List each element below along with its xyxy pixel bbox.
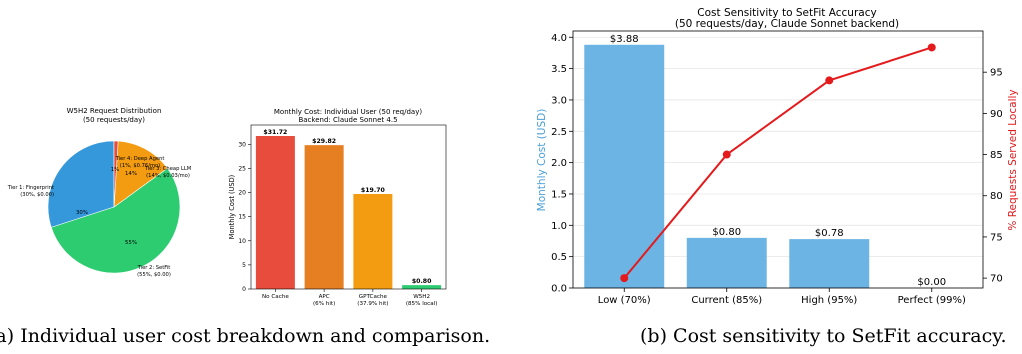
pie-pct-tier1: 30% <box>76 210 88 216</box>
cost-bar-chart: Monthly Cost: Individual User (50 req/da… <box>228 108 447 307</box>
bar-value-label: $19.70 <box>361 187 386 194</box>
combo-bar-1 <box>584 44 665 288</box>
pie-label-tier1: Tier 1: Fingerprint <box>7 185 54 191</box>
pie-pct-tier2: 55% <box>125 240 137 246</box>
combo-x-label: Perfect (99%) <box>898 295 966 306</box>
combo-line-point <box>620 274 629 283</box>
bar-value-label: $31.72 <box>263 129 287 136</box>
combo-right-tick-label: 95 <box>990 68 1003 79</box>
combo-left-tick-label: 2.0 <box>551 158 567 169</box>
combo-x-label: High (95%) <box>801 295 857 306</box>
pie-chart: W5H2 Request Distribution (50 requests/d… <box>7 107 192 278</box>
combo-left-tick-label: 3.5 <box>551 64 567 75</box>
pie-label-tier3: Tier 3: Cheap LLM <box>144 166 192 172</box>
bar-y-axis-label: Monthly Cost (USD) <box>228 175 236 240</box>
combo-left-y-ticks: 0.0 0.5 1.0 1.5 2.0 2.5 3.0 3.5 4.0 <box>551 33 573 295</box>
pie-pct-tier4: 1% <box>111 167 120 173</box>
combo-bar-value-label: $3.88 <box>610 34 639 45</box>
combo-bar-value-label: $0.78 <box>815 228 844 239</box>
pie-label-tier3-detail: (14%, $0.03/mo) <box>146 173 190 179</box>
pie-slice-2 <box>50 167 181 274</box>
bar-x-sublabel: (6% hit) <box>313 301 335 307</box>
pie-slice-1 <box>47 140 115 228</box>
pie-title: W5H2 Request Distribution <box>67 107 162 115</box>
bar-2 <box>304 145 344 289</box>
pie-label-tier1-detail: (30%, $0.00) <box>20 192 54 198</box>
combo-left-tick-label: 1.0 <box>551 221 567 232</box>
combo-right-tick-label: 80 <box>990 191 1003 202</box>
bar-title: Monthly Cost: Individual User (50 req/da… <box>274 108 422 116</box>
combo-right-tick-label: 70 <box>990 274 1003 285</box>
bar-y-tick-label: 30 <box>238 141 246 148</box>
caption-a: (a) Individual user cost breakdown and c… <box>0 325 491 347</box>
bar-x-label: W5H2 <box>413 294 430 300</box>
bar-x-label: No Cache <box>262 294 289 300</box>
bar-y-tick-label: 15 <box>238 214 246 221</box>
combo-bar-value-label: $0.80 <box>712 227 741 238</box>
bar-y-tick-label: 5 <box>242 262 246 269</box>
combo-bar-3 <box>789 239 870 288</box>
bar-y-ticks: 0 5 10 15 20 25 30 <box>238 141 251 293</box>
combo-line-point <box>825 76 834 85</box>
bar-x-sublabel: (37.9% hit) <box>357 301 388 307</box>
combo-left-tick-label: 2.5 <box>551 127 567 138</box>
combo-bar-value-label: $0.00 <box>917 277 946 288</box>
bar-y-tick-label: 10 <box>238 238 246 245</box>
bar-y-tick-label: 20 <box>238 190 246 197</box>
pie-label-tier4-detail: (1%, $0.76/mo) <box>120 163 160 169</box>
combo-line-path <box>623 46 933 279</box>
caption-b: (b) Cost sensitivity to SetFit accuracy. <box>640 325 1007 347</box>
bar-plot-frame <box>250 124 447 290</box>
pie-pct-tier3: 14% <box>125 171 137 177</box>
combo-right-tick-label: 90 <box>990 109 1003 120</box>
bar-3 <box>353 193 393 289</box>
bar-4 <box>402 285 442 289</box>
combo-line-point <box>722 150 731 159</box>
combo-right-tick-label: 75 <box>990 232 1003 243</box>
combo-bars: $3.88 Low (70%) $0.80 Current (85%) $0.78 Hig… <box>584 34 966 306</box>
bar-1 <box>255 135 295 289</box>
combo-left-tick-label: 3.0 <box>551 95 567 106</box>
combo-right-tick-label: 85 <box>990 150 1003 161</box>
combo-title: Cost Sensitivity to SetFit Accuracy <box>697 7 876 19</box>
combo-line-point <box>927 43 936 52</box>
pie-slice-3 <box>113 140 168 208</box>
bar-x-sublabel: (85% local) <box>406 301 438 307</box>
combo-bar-2 <box>686 237 767 288</box>
pie-slice-4 <box>113 140 119 208</box>
bar-x-label: APC <box>319 294 330 300</box>
combo-left-tick-label: 0.0 <box>551 284 567 295</box>
sensitivity-chart: Cost Sensitivity to SetFit Accuracy (50 … <box>536 7 1019 306</box>
combo-subtitle: (50 requests/day, Claude Sonnet backend) <box>675 18 899 30</box>
combo-left-tick-label: 1.5 <box>551 189 567 200</box>
pie-label-tier2-detail: (55%, $0.00) <box>137 272 171 278</box>
bar-x-label: GPTCache <box>359 294 388 300</box>
combo-plot-frame <box>572 30 984 289</box>
pie-label-tier2: Tier 2: SetFit <box>137 265 171 271</box>
bar-y-tick-label: 0 <box>242 286 246 293</box>
combo-left-tick-label: 0.5 <box>551 252 567 263</box>
pie-slices <box>47 140 181 274</box>
bar-subtitle: Backend: Claude Sonnet 4.5 <box>298 116 397 124</box>
combo-x-label: Current (85%) <box>691 295 762 306</box>
combo-right-y-label: % Requests Served Locally <box>1007 89 1019 230</box>
combo-left-tick-label: 4.0 <box>551 33 567 44</box>
bar-y-tick-label: 25 <box>238 165 246 172</box>
combo-right-y-ticks: 70 75 80 85 90 95 <box>983 68 1003 285</box>
bar-value-label: $0.80 <box>412 278 432 285</box>
combo-left-y-label: Monthly Cost (USD) <box>536 109 548 212</box>
bar-value-label: $29.82 <box>312 138 336 145</box>
combo-line <box>620 43 936 283</box>
combo-x-label: Low (70%) <box>598 295 651 306</box>
pie-subtitle: (50 requests/day) <box>83 116 145 124</box>
pie-label-tier4: Tier 4: Deep Agent <box>115 156 165 162</box>
bar-marks: $31.72 No Cache $29.82 APC(6% hit) $19.70 GPT… <box>255 129 442 307</box>
